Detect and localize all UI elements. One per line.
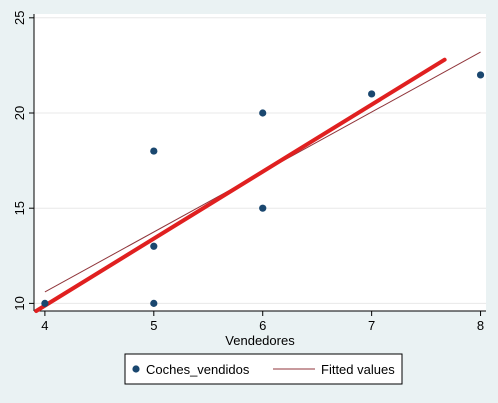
data-point-5 [259, 109, 267, 117]
red-overlay-line [34, 57, 447, 313]
legend-marker-coches-vendidos [132, 365, 140, 373]
x-tick-label-5: 5 [150, 318, 157, 333]
data-point-6 [368, 90, 376, 98]
data-point-3 [150, 147, 158, 155]
x-tick-label-6: 6 [259, 318, 266, 333]
plot-area [34, 14, 486, 311]
y-ticks: 10 15 20 25 [12, 11, 34, 311]
x-tick-label-7: 7 [368, 318, 375, 333]
y-tick-label-20: 20 [12, 106, 27, 120]
x-axis-title: Vendedores [225, 333, 295, 348]
data-point-1 [150, 299, 158, 307]
data-point-2 [150, 242, 158, 250]
legend-label-coches-vendidos: Coches_vendidos [146, 362, 250, 377]
y-tick-label-25: 25 [12, 11, 27, 25]
x-tick-label-4: 4 [41, 318, 48, 333]
data-point-4 [259, 204, 267, 212]
data-point-0 [41, 299, 49, 307]
x-tick-label-8: 8 [477, 318, 484, 333]
legend: Coches_vendidos Fitted values [124, 353, 403, 385]
scatter-points [41, 71, 485, 307]
data-point-7 [476, 71, 485, 79]
overlay-line-layer [34, 57, 447, 313]
legend-label-fitted-values: Fitted values [321, 362, 395, 377]
legend-box [124, 353, 403, 385]
x-ticks: 4 5 6 7 8 [41, 311, 484, 333]
y-tick-label-15: 15 [12, 201, 27, 215]
y-tick-label-10: 10 [12, 296, 27, 310]
